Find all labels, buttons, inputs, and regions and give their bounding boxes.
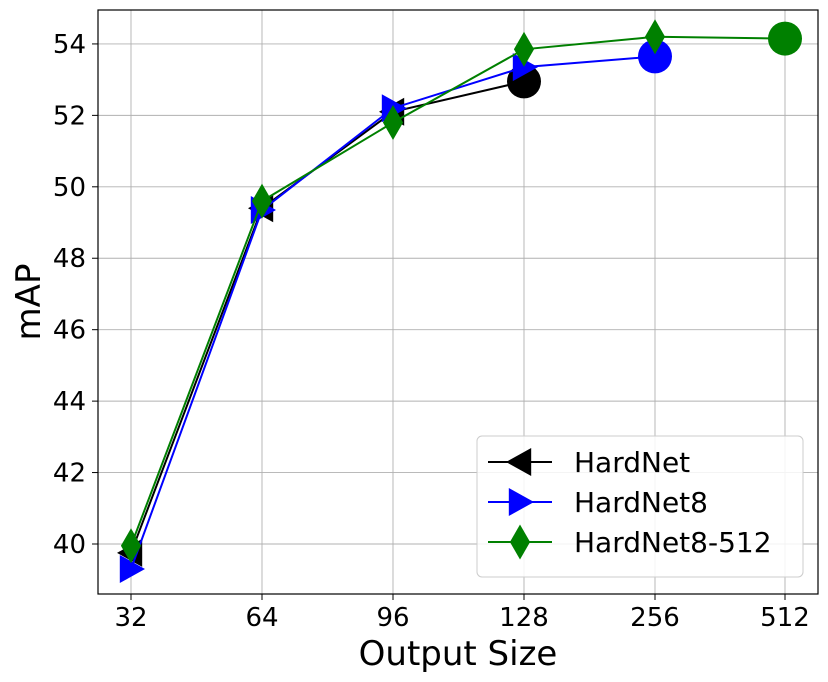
data-point — [638, 39, 672, 74]
data-point — [251, 183, 273, 219]
legend-label: HardNet8 — [574, 486, 708, 519]
x-tick-label: 512 — [760, 603, 810, 633]
x-axis-title: Output Size — [359, 634, 558, 674]
grid-lines — [98, 10, 818, 594]
y-tick-label: 54 — [53, 30, 86, 60]
series-layer — [117, 19, 802, 583]
data-point — [119, 554, 145, 583]
x-tick-label: 32 — [114, 603, 147, 633]
y-tick-label: 46 — [53, 316, 86, 346]
y-axis-title: mAP — [9, 264, 49, 341]
tick-layer: 32 64 96 128 256 512 40 42 44 46 48 50 52 54 — [53, 30, 810, 633]
y-tick-label: 50 — [53, 173, 86, 203]
legend: HardNet HardNet8 HardNet8-512 — [476, 435, 804, 578]
data-point — [512, 53, 538, 82]
data-point — [768, 21, 802, 56]
legend-label: HardNet8-512 — [574, 526, 772, 559]
series-3 — [120, 19, 802, 564]
x-tick-label: 128 — [499, 603, 549, 633]
legend-marker — [506, 448, 532, 476]
plot-frame — [97, 9, 819, 595]
data-point — [513, 31, 535, 67]
data-point — [382, 105, 404, 141]
legend-box — [476, 435, 804, 578]
x-tick-label: 96 — [376, 603, 409, 633]
data-point — [120, 528, 142, 564]
y-tick-label: 52 — [53, 101, 86, 131]
x-tick-label: 256 — [630, 603, 680, 633]
legend-marker — [509, 524, 531, 560]
y-tick-label: 48 — [53, 244, 86, 274]
series-line — [130, 80, 525, 554]
legend-marker — [508, 488, 534, 516]
legend-label: HardNet — [574, 446, 690, 479]
x-tick-label: 64 — [245, 603, 278, 633]
data-point — [644, 19, 666, 55]
y-tick-label: 40 — [53, 530, 86, 560]
y-tick-label: 42 — [53, 459, 86, 489]
y-tick-label: 44 — [53, 387, 86, 417]
series-line — [130, 35, 786, 547]
